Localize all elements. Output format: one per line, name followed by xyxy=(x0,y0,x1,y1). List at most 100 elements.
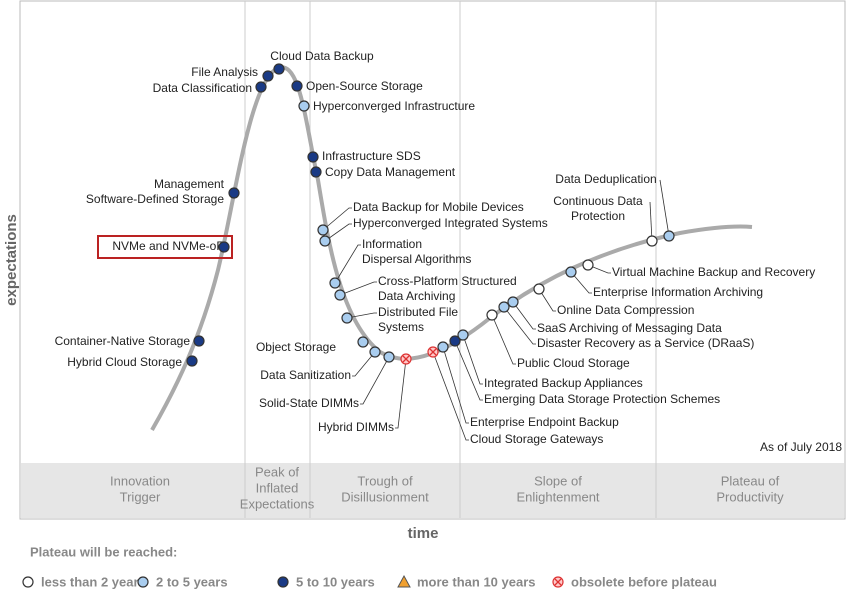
node-label: Hybrid DIMMs xyxy=(318,420,394,434)
node-label: Cross-Platform Structured xyxy=(378,274,517,288)
legend-marker xyxy=(277,576,289,588)
node-marker xyxy=(334,289,346,301)
node-label: Systems xyxy=(378,320,424,334)
node-label: Dispersal Algorithms xyxy=(362,252,471,266)
phase-label: Inflated xyxy=(256,480,299,495)
node-marker xyxy=(498,301,510,313)
node-label: Enterprise Endpoint Backup xyxy=(470,415,619,429)
node-label: Software-Defined Storage xyxy=(86,192,224,206)
legend-marker-cross xyxy=(554,578,562,586)
node-label: Integrated Backup Appliances xyxy=(484,376,643,390)
phase-label: Disillusionment xyxy=(341,489,429,504)
leader-line xyxy=(352,351,376,377)
node-label: Hyperconverged Integrated Systems xyxy=(353,216,548,230)
node-label: File Analysis xyxy=(191,65,258,79)
legend-marker xyxy=(137,576,149,588)
node-marker xyxy=(186,355,198,367)
phase-label: Productivity xyxy=(716,489,784,504)
leader-line xyxy=(322,207,352,231)
node-marker xyxy=(582,259,594,271)
phase-label: Enlightenment xyxy=(516,489,599,504)
node-label: Cloud Storage Gateways xyxy=(470,432,603,446)
node-marker xyxy=(329,277,341,289)
node-label: Data Deduplication xyxy=(555,172,656,186)
leader-line xyxy=(512,301,536,330)
as-of: As of July 2018 xyxy=(760,440,842,454)
node-label: Distributed File xyxy=(378,305,458,319)
phase-label: Expectations xyxy=(240,496,315,511)
leader-line xyxy=(442,346,469,424)
node-label: Object Storage xyxy=(256,340,336,354)
leader-line xyxy=(649,201,653,242)
leader-line xyxy=(454,340,483,401)
node-marker xyxy=(218,241,230,253)
node-label: Solid-State DIMMs xyxy=(259,396,359,410)
legend-title: Plateau will be reached: xyxy=(30,544,177,559)
node-marker xyxy=(437,341,449,353)
leader-line xyxy=(334,244,361,284)
phase-dividers xyxy=(244,1,657,518)
node-label: Copy Data Management xyxy=(325,165,456,179)
node-label: Open-Source Storage xyxy=(306,79,423,93)
leader-line xyxy=(360,356,390,405)
phase-label: Trigger xyxy=(120,489,161,504)
node-marker xyxy=(228,187,240,199)
node-marker xyxy=(291,80,303,92)
node-label: Cloud Data Backup xyxy=(270,49,374,63)
node-label: Data Classification xyxy=(153,81,252,95)
phase-label: Slope of xyxy=(534,473,582,488)
node-marker xyxy=(486,309,498,321)
node-marker xyxy=(341,312,353,324)
node-marker xyxy=(298,100,310,112)
node-label: Information xyxy=(362,237,422,251)
highlight-box xyxy=(97,235,233,259)
node-marker xyxy=(307,151,319,163)
node-label: Container-Native Storage xyxy=(55,334,191,348)
node-label: Data Backup for Mobile Devices xyxy=(353,200,524,214)
y-axis-label: expectations xyxy=(3,214,20,306)
phase-label: Plateau of xyxy=(721,473,780,488)
leader-line xyxy=(395,358,407,429)
node-label: Data Archiving xyxy=(378,289,455,303)
node-marker xyxy=(507,296,519,308)
legend-label: more than 10 years xyxy=(417,574,536,589)
leader-line xyxy=(339,281,377,296)
node-marker xyxy=(533,283,545,295)
leader-line xyxy=(324,223,352,242)
node-label: Public Cloud Storage xyxy=(517,356,630,370)
leader-line xyxy=(538,288,556,312)
legend-marker xyxy=(22,576,34,588)
phase-label: Innovation xyxy=(110,473,170,488)
node-marker xyxy=(565,266,577,278)
node-marker xyxy=(357,336,369,348)
node-marker xyxy=(369,346,381,358)
frame xyxy=(19,0,846,520)
leader-line xyxy=(462,334,483,385)
node-marker xyxy=(193,335,205,347)
node-marker xyxy=(262,70,274,82)
node-label: NVMe and NVMe-oF xyxy=(112,239,223,253)
legend-label: 5 to 10 years xyxy=(296,574,375,589)
node-marker-cross xyxy=(402,355,410,363)
node-label: Enterprise Information Archiving xyxy=(593,285,763,299)
node-marker-cross xyxy=(429,348,437,356)
hype-curve xyxy=(150,65,753,431)
node-label: Management xyxy=(154,177,225,191)
legend-label: 2 to 5 years xyxy=(156,574,228,589)
phase-label: Peak of xyxy=(255,464,299,479)
leader-line xyxy=(503,306,536,345)
node-label: Continuous Data xyxy=(553,194,643,208)
leader-line xyxy=(491,314,516,365)
node-marker xyxy=(449,335,461,347)
node-label: Online Data Compression xyxy=(557,303,694,317)
node-label: Virtual Machine Backup and Recovery xyxy=(612,265,815,279)
node-marker xyxy=(383,351,395,363)
node-marker xyxy=(646,235,658,247)
node-marker xyxy=(273,63,285,75)
node-label: Protection xyxy=(571,209,625,223)
node-label: Hybrid Cloud Storage xyxy=(67,355,182,369)
leader-line xyxy=(587,264,611,274)
phase-label: Trough of xyxy=(357,473,413,488)
x-axis-label: time xyxy=(408,525,439,542)
